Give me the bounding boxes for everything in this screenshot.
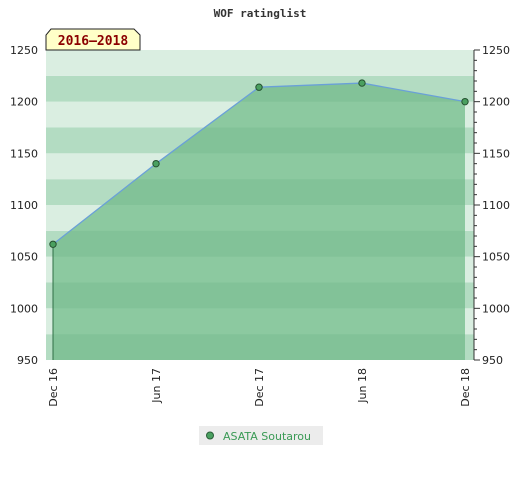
area-band: [53, 334, 465, 360]
x-axis: Dec 16 Jun 17 Dec 17 Jun 18 Dec 18: [47, 368, 472, 407]
y-tick-label-left: 950: [17, 354, 38, 367]
legend-marker: [206, 431, 214, 440]
data-point: [358, 79, 366, 87]
y-tick-label-right: 1100: [482, 199, 510, 212]
y-tick-label-right: 1000: [482, 302, 510, 315]
data-point: [461, 97, 469, 106]
x-tick-label: Jun 17: [150, 368, 163, 404]
area-band: [53, 230, 465, 257]
chart-title: WOF ratinglist: [214, 7, 307, 20]
y-tick-label-left: 1100: [10, 199, 38, 212]
y-tick-label-right: 1250: [482, 44, 510, 57]
y-tick-label-right: 950: [482, 354, 503, 367]
y-tick-label-right: 1050: [482, 251, 510, 264]
data-point-markers: [49, 79, 469, 248]
x-tick-label: Dec 17: [253, 368, 266, 407]
x-tick-label: Jun 18: [356, 368, 369, 404]
period-badge: 2016–2018: [45, 28, 141, 51]
rating-area-fill: [53, 83, 465, 361]
y-tick-label-left: 1150: [10, 147, 38, 160]
legend-box: [199, 426, 323, 445]
legend-series-name: ASATA Soutarou: [223, 430, 311, 443]
right-y-axis: 950 1000 1050 1100 1150 1200 1250: [473, 44, 510, 367]
background-band: [46, 50, 474, 76]
data-point: [49, 240, 57, 248]
data-point: [255, 83, 263, 91]
y-tick-label-left: 1050: [10, 251, 38, 264]
y-tick-label-right: 1200: [482, 96, 510, 109]
period-label: 2016–2018: [58, 34, 129, 49]
y-tick-label-right: 1150: [482, 147, 510, 160]
y-tick-label-left: 1200: [10, 96, 38, 109]
y-tick-label-left: 1000: [10, 302, 38, 315]
legend: ASATA Soutarou: [199, 426, 323, 445]
data-point: [152, 159, 160, 168]
x-tick-label: Dec 16: [47, 368, 60, 407]
y-tick-label-left: 1250: [10, 44, 38, 57]
left-y-axis: 950 1000 1050 1100 1150 1200 1250: [10, 44, 38, 367]
area-band: [53, 282, 465, 309]
x-tick-label: Dec 18: [459, 368, 472, 407]
